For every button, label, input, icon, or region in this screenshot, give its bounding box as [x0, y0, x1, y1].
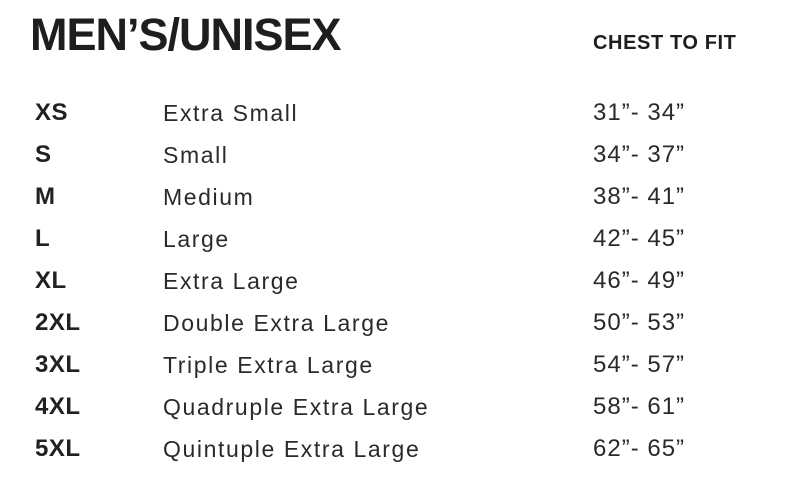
- table-row: 4XL Quadruple Extra Large 58”- 61”: [35, 386, 780, 428]
- size-code-cell: 4XL: [35, 393, 81, 420]
- size-name-cell: Medium: [163, 183, 255, 210]
- size-code-cell: XL: [35, 267, 67, 294]
- table-row: M Medium 38”- 41”: [35, 176, 780, 218]
- chest-range-cell: 31”- 34”: [593, 99, 686, 126]
- size-code-cell: 2XL: [35, 309, 81, 336]
- size-name-cell: Quintuple Extra Large: [163, 435, 421, 462]
- table-row: 5XL Quintuple Extra Large 62”- 65”: [35, 428, 780, 470]
- size-name-cell: Small: [163, 141, 229, 168]
- size-table: XS Extra Small 31”- 34” S Small 34”- 37”…: [35, 92, 780, 470]
- size-code-cell: L: [35, 225, 51, 252]
- chest-to-fit-column-header: CHEST TO FIT: [593, 32, 737, 54]
- size-code-cell: S: [35, 141, 52, 168]
- size-code-cell: 3XL: [35, 351, 81, 378]
- table-row: 3XL Triple Extra Large 54”- 57”: [35, 344, 780, 386]
- chest-range-cell: 38”- 41”: [593, 183, 686, 210]
- size-code-cell: 5XL: [35, 435, 81, 462]
- table-row: 2XL Double Extra Large 50”- 53”: [35, 302, 780, 344]
- size-name-cell: Double Extra Large: [163, 309, 390, 336]
- chest-range-cell: 42”- 45”: [593, 225, 686, 252]
- size-name-cell: Extra Large: [163, 267, 300, 294]
- table-row: L Large 42”- 45”: [35, 218, 780, 260]
- chest-range-cell: 50”- 53”: [593, 309, 686, 336]
- chest-range-cell: 62”- 65”: [593, 435, 686, 462]
- size-code-cell: M: [35, 183, 56, 210]
- size-code-cell: XS: [35, 99, 69, 126]
- chest-range-cell: 46”- 49”: [593, 267, 686, 294]
- table-row: XL Extra Large 46”- 49”: [35, 260, 780, 302]
- size-name-cell: Large: [163, 225, 230, 252]
- chest-range-cell: 34”- 37”: [593, 141, 686, 168]
- chest-range-cell: 54”- 57”: [593, 351, 686, 378]
- size-name-cell: Extra Small: [163, 99, 299, 126]
- size-name-cell: Triple Extra Large: [163, 351, 374, 378]
- table-row: S Small 34”- 37”: [35, 134, 780, 176]
- chest-range-cell: 58”- 61”: [593, 393, 686, 420]
- table-row: XS Extra Small 31”- 34”: [35, 92, 780, 134]
- size-name-cell: Quadruple Extra Large: [163, 393, 430, 420]
- page-title: MEN’S/UNISEX: [30, 9, 342, 60]
